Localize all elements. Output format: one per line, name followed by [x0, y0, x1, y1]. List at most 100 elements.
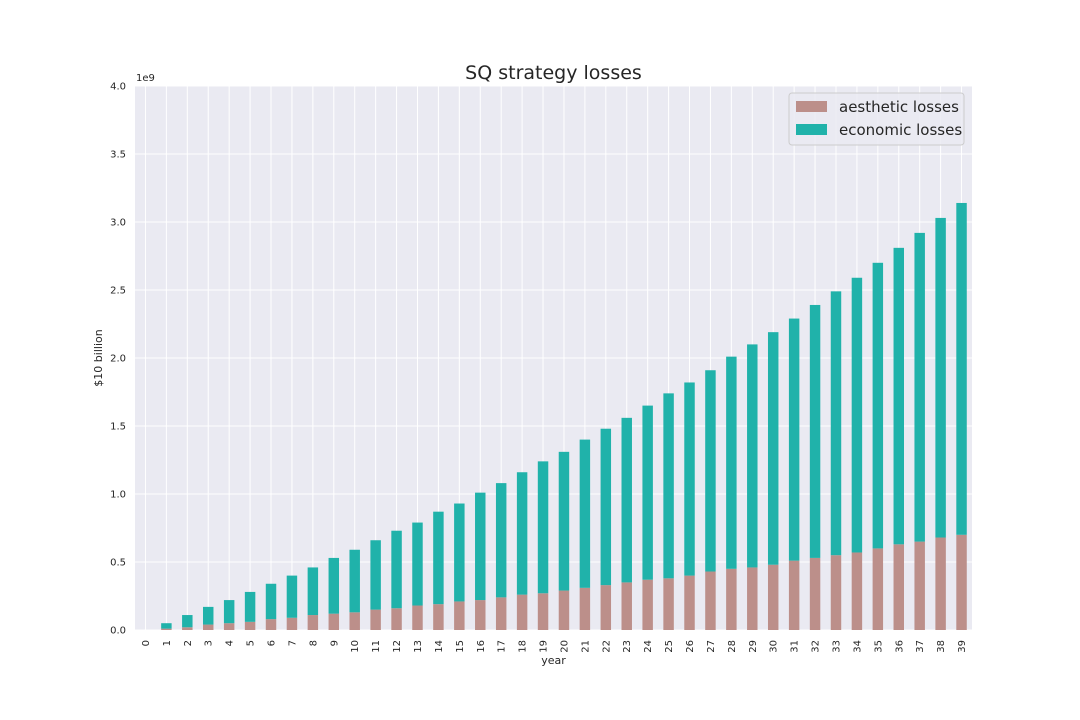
bar-economic	[914, 232, 925, 542]
x-tick-label: 31	[790, 640, 801, 653]
y-tick-label: 1.5	[110, 422, 126, 433]
x-axis-ticks: 0 1 2 3 4 5 6 7 8 9 10 11 12 13 14 15 16 17 18 19 20 21 22 23 24…	[141, 640, 968, 653]
bar-economic	[663, 393, 674, 579]
x-tick-label: 7	[287, 640, 298, 646]
bar-economic	[767, 332, 779, 565]
bar-aesthetic	[223, 623, 235, 630]
x-tick-label: 1	[162, 640, 173, 646]
y-offset-label: 1e9	[136, 73, 155, 84]
x-tick-label: 6	[267, 640, 278, 646]
x-tick-label: 37	[915, 640, 926, 653]
x-tick-label: 3	[204, 640, 215, 646]
x-tick-label: 35	[873, 640, 884, 653]
bar-economic	[684, 382, 695, 576]
bar-aesthetic	[537, 593, 549, 630]
bars	[161, 202, 967, 630]
bar-economic	[223, 600, 235, 624]
x-tick-label: 19	[539, 640, 550, 653]
bar-aesthetic	[370, 609, 381, 630]
bar-economic	[454, 503, 465, 602]
bar-economic	[851, 277, 863, 553]
bar-aesthetic	[307, 615, 319, 630]
bar-economic	[747, 344, 758, 568]
x-tick-label: 29	[748, 640, 759, 653]
bar-aesthetic	[914, 541, 925, 630]
x-tick-label: 8	[308, 640, 319, 646]
bar-aesthetic	[621, 582, 632, 630]
bar-aesthetic	[809, 557, 821, 630]
x-tick-label: 9	[329, 640, 340, 646]
bar-aesthetic	[265, 619, 277, 630]
bar-economic	[726, 356, 737, 569]
x-tick-label: 20	[559, 640, 570, 653]
x-tick-label: 16	[476, 640, 487, 653]
y-tick-label: 0.0	[110, 626, 126, 637]
bar-economic	[537, 461, 549, 594]
x-tick-label: 27	[706, 640, 717, 653]
bar-aesthetic	[663, 578, 674, 630]
y-tick-label: 3.5	[110, 150, 126, 161]
bar-economic	[579, 439, 591, 588]
x-axis-label: year	[541, 654, 566, 667]
bar-aesthetic	[391, 608, 402, 630]
x-tick-label: 32	[811, 640, 822, 653]
y-tick-label: 2.5	[110, 286, 126, 297]
bar-economic	[475, 492, 486, 601]
bar-economic	[244, 591, 256, 622]
bar-economic	[370, 540, 381, 610]
x-tick-label: 2	[183, 640, 194, 646]
x-tick-label: 25	[664, 640, 675, 653]
x-tick-label: 17	[497, 640, 508, 653]
x-tick-label: 15	[455, 640, 466, 653]
bar-economic	[328, 557, 340, 614]
bar-aesthetic	[851, 552, 863, 630]
bar-aesthetic	[412, 605, 423, 630]
bar-economic	[265, 583, 277, 620]
bar-aesthetic	[328, 613, 340, 630]
bar-aesthetic	[726, 568, 737, 630]
bar-economic	[161, 623, 172, 629]
bar-economic	[286, 575, 298, 618]
bar-aesthetic	[935, 537, 946, 630]
x-tick-label: 5	[246, 640, 257, 646]
x-tick-label: 22	[601, 640, 612, 653]
x-tick-label: 4	[225, 640, 236, 646]
bar-economic	[621, 417, 632, 583]
bar-aesthetic	[747, 567, 758, 630]
x-tick-label: 0	[141, 640, 152, 646]
legend-swatch-economic	[796, 124, 827, 135]
x-tick-label: 36	[894, 640, 905, 653]
bar-economic	[642, 405, 653, 580]
y-axis-label: $10 billion	[92, 329, 105, 386]
x-tick-label: 13	[413, 640, 424, 653]
bar-aesthetic	[454, 601, 465, 630]
x-tick-label: 12	[392, 640, 403, 653]
bar-aesthetic	[558, 590, 570, 630]
x-tick-label: 11	[371, 640, 382, 653]
legend: aesthetic losses economic losses	[788, 92, 965, 146]
y-tick-label: 0.5	[110, 558, 126, 569]
x-tick-label: 21	[580, 640, 591, 653]
bar-economic	[893, 247, 904, 545]
bar-economic	[788, 318, 800, 561]
bar-aesthetic	[244, 621, 256, 630]
bar-economic	[705, 370, 716, 572]
bar-economic	[349, 549, 360, 613]
bar-economic	[516, 472, 528, 595]
bar-aesthetic	[893, 544, 904, 630]
bar-aesthetic	[684, 575, 695, 630]
bar-economic	[809, 304, 821, 558]
bar-aesthetic	[579, 587, 591, 630]
x-tick-label: 23	[622, 640, 633, 653]
bar-aesthetic	[705, 571, 716, 630]
y-tick-label: 4.0	[110, 82, 126, 93]
legend-box	[788, 92, 965, 146]
bar-economic	[956, 202, 967, 535]
x-tick-label: 10	[350, 640, 361, 653]
bar-aesthetic	[642, 579, 653, 630]
bar-aesthetic	[516, 594, 528, 630]
bar-economic	[935, 217, 946, 538]
bar-economic	[558, 451, 570, 591]
bar-aesthetic	[161, 628, 172, 630]
bar-economic	[391, 530, 402, 609]
